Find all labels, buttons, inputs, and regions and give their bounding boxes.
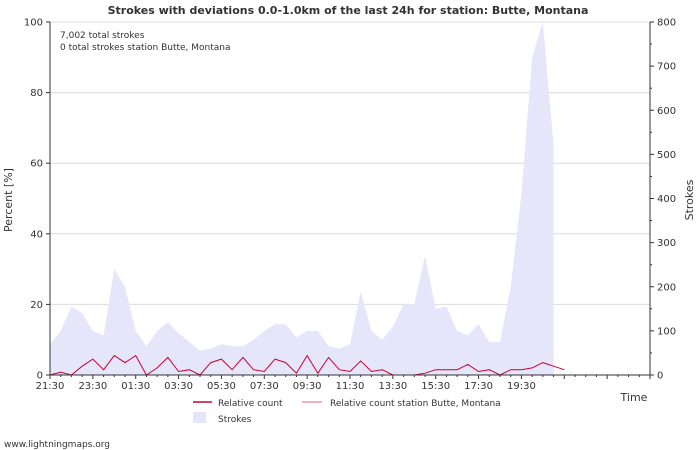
plot-frame: [49, 22, 651, 376]
legend-label-relative-count: Relative count: [218, 399, 283, 409]
x-tick-label: 13:30: [378, 381, 407, 392]
plot-area: [49, 21, 651, 376]
series-line-relative-count: [49, 354, 565, 376]
legend-swatch-strokes: [193, 412, 206, 423]
y-tick-label-right: 100: [657, 326, 676, 337]
y-tick-label-right: 300: [657, 238, 676, 249]
y-tick-label-left: 40: [30, 229, 43, 240]
strokes-area-fill: [50, 22, 554, 375]
x-tick-label: 19:30: [507, 381, 536, 392]
legend-label-relative-count-station: Relative count station Butte, Montana: [330, 399, 501, 409]
x-tick-label: 21:30: [36, 381, 65, 392]
y-axis-right: 0 100 200 300 400 500 600 700 800: [650, 18, 676, 382]
annotation-total-strokes: 7,002 total strokes: [60, 31, 145, 41]
y-tick-label-left: 60: [30, 159, 43, 170]
x-axis-label: Time: [620, 391, 648, 404]
x-tick-label: 17:30: [464, 381, 493, 392]
y-tick-label-right: 800: [657, 18, 676, 29]
y-tick-label-right: 200: [657, 282, 676, 293]
y-tick-label-left: 20: [30, 300, 43, 311]
x-tick-label: 07:30: [250, 381, 279, 392]
x-tick-label: 23:30: [78, 381, 107, 392]
y-axis-left: 0 20 40 60 80 100: [24, 18, 50, 382]
y-tick-label-right: 400: [657, 194, 676, 205]
legend-label-strokes: Strokes: [218, 415, 252, 425]
y-tick-label-right: 500: [657, 150, 676, 161]
y-axis-left-label: Percent [%]: [2, 168, 15, 232]
x-tick-label: 01:30: [121, 381, 150, 392]
y-axis-right-label: Strokes: [683, 179, 696, 220]
legend: Relative count Relative count station Bu…: [193, 399, 501, 425]
y-tick-label-left: 100: [24, 18, 43, 29]
x-tick-label: 09:30: [293, 381, 322, 392]
footer-watermark: www.lightningmaps.org: [4, 440, 110, 450]
strokes-area: [50, 22, 554, 375]
y-tick-label-right: 0: [657, 371, 663, 382]
x-tick-label: 15:30: [421, 381, 450, 392]
x-tick-label: 05:30: [207, 381, 236, 392]
y-tick-label-left: 0: [37, 371, 43, 382]
x-axis: 21:30 23:30 01:30 03:30 05:30 07:30 09:30 11:30…: [36, 375, 651, 392]
y-tick-label-left: 80: [30, 88, 43, 99]
annotation-station-strokes: 0 total strokes station Butte, Montana: [60, 43, 231, 53]
chart-title: Strokes with deviations 0.0-1.0km of the…: [108, 4, 589, 17]
grid: [50, 21, 650, 305]
x-tick-label: 03:30: [164, 381, 193, 392]
y-tick-label-right: 600: [657, 106, 676, 117]
y-tick-label-right: 700: [657, 62, 676, 73]
x-tick-label: 11:30: [336, 381, 365, 392]
